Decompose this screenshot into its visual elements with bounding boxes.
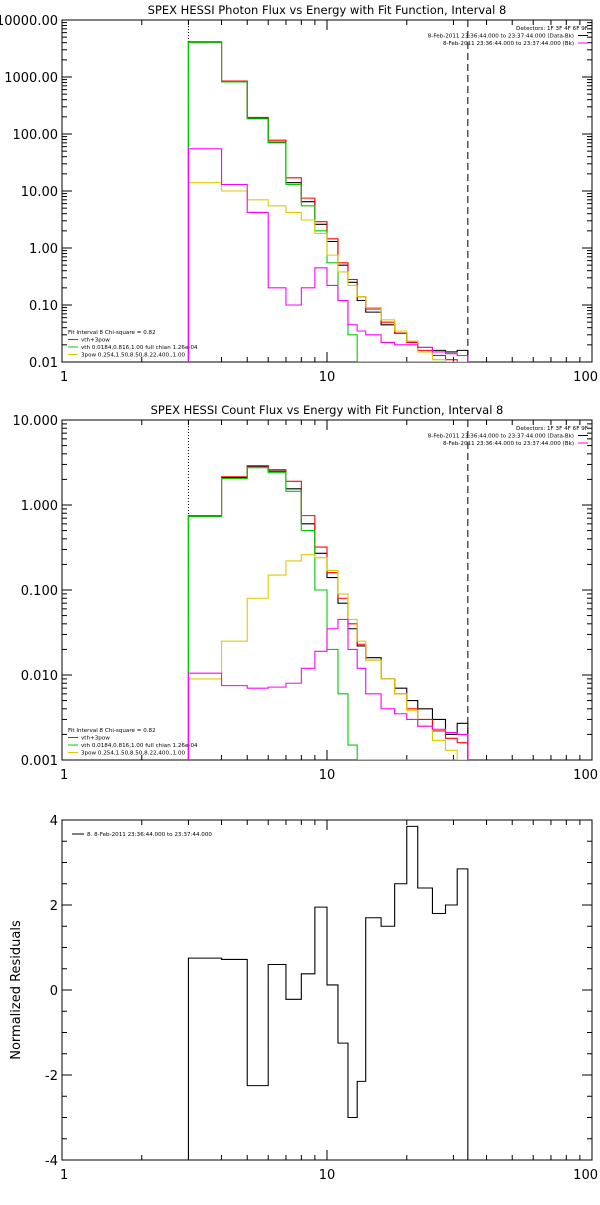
photon-y-tick-label: 0.01 (29, 356, 58, 371)
count-legend-top-right-label: Detectors: 1F 3F 4F 6F 9F (516, 426, 588, 432)
count-title: SPEX HESSI Count Flux vs Energy with Fit… (151, 403, 504, 417)
photon-y-tick-label: 10.00 (21, 185, 58, 200)
count-x-tick-label: 1 (60, 768, 68, 783)
photon-y-tick-label: 100.00 (13, 128, 59, 143)
photon-legend-top-right-label: 8-Feb-2011 23:36:44.000 to 23:37:44.000 … (443, 41, 574, 47)
residual-plot-frame (61, 819, 593, 1161)
count-series-group (187, 465, 469, 760)
residual-y-axis-label: Normalized Residuals (9, 920, 24, 1060)
photon-series-2 (187, 42, 468, 362)
count-series-1 (187, 465, 469, 760)
photon-x-tick-label: 10 (319, 370, 336, 385)
residual-x-tick-label: 100 (573, 1168, 598, 1183)
residual-x-tick-label: 10 (319, 1168, 336, 1183)
residual-y-tick-label: -4 (45, 1154, 58, 1169)
photon-y-tick-label: 1000.00 (4, 71, 58, 86)
photon-legend-bottom-left-label: vth 0.0184,0.816,1.00 full chian 1.26e-0… (81, 345, 198, 351)
count-x-tick-label: 100 (573, 768, 598, 783)
residual-y-tick-label: 4 (50, 814, 58, 829)
residual-y-tick-label: -2 (45, 1069, 58, 1084)
photon-series-3 (187, 182, 468, 362)
photon-legend-bottom-left-label: Fit Interval 8 Chi-square = 0.82 (68, 330, 156, 336)
count-series-0 (187, 465, 469, 760)
photon-legend-top-right-label: 8-Feb-2011 23:36:44.000 to 23:37:44.000 … (428, 34, 574, 40)
residual-series-group (187, 825, 469, 1160)
photon-series-1 (187, 41, 468, 362)
count-legend-bottom-left-label: vth+3pow (81, 736, 110, 742)
photon-y-tick-label: 1.00 (29, 242, 58, 257)
count-series-4 (187, 618, 469, 760)
count-y-tick-label: 1.000 (21, 499, 58, 514)
photon-y-tick-label: 0.10 (29, 299, 58, 314)
residual-y-tick-label: 2 (50, 899, 58, 914)
photon-title: SPEX HESSI Photon Flux vs Energy with Fi… (148, 3, 507, 17)
photon-plot-frame (61, 19, 593, 363)
count-legend-bottom-left-label: Fit Interval 8 Chi-square = 0.82 (68, 728, 156, 734)
residual-y-tick-label: 0 (50, 984, 58, 999)
count-y-tick-label: 0.010 (21, 669, 58, 684)
photon-series-group (187, 41, 469, 362)
photon-series-0 (187, 41, 469, 362)
count-series-2 (187, 467, 468, 760)
photon-legend-top-right-label: Detectors: 1F 3F 4F 6F 9F (516, 26, 588, 32)
count-x-tick-label: 10 (319, 768, 336, 783)
count-panel: SPEX HESSI Count Flux vs Energy with Fit… (13, 403, 599, 783)
residual-legend-top-left-label: 8. 8-Feb-2011 23:36:44.000 to 23:37:44.0… (87, 832, 212, 838)
photon-legend-bottom-left-label: vth+3pow (81, 338, 110, 344)
photon-legend-bottom-left-label: 3pow 0.254,1.50,8.50,8.22,400.,1.00 (81, 353, 186, 359)
count-y-tick-label: 0.100 (21, 584, 58, 599)
photon-panel: SPEX HESSI Photon Flux vs Energy with Fi… (0, 3, 598, 385)
photon-series-4 (187, 148, 469, 362)
photon-x-tick-label: 1 (60, 370, 68, 385)
photon-y-tick-label: 10000.00 (0, 14, 58, 29)
count-legend-top-right-label: 8-Feb-2011 23:36:44.000 to 23:37:44.000 … (428, 434, 574, 440)
count-y-tick-label: 0.001 (21, 754, 58, 769)
count-legend-bottom-left-label: vth 0.0184,0.816,1.00 full chian 1.26e-0… (81, 743, 198, 749)
count-legend-bottom-left-label: 3pow 0.254,1.50,8.50,8.22,400.,1.00 (81, 751, 186, 757)
photon-x-tick-label: 100 (573, 370, 598, 385)
residual-panel: 1 10 100 -4 -2 0 2 4 Normalized Residuals 8. 8-Fe… (9, 814, 598, 1183)
residual-x-tick-label: 1 (60, 1168, 68, 1183)
residual-series-0 (187, 825, 469, 1160)
count-y-tick-label: 10.000 (13, 414, 59, 429)
count-legend-top-right-label: 8-Feb-2011 23:36:44.000 to 23:37:44.000 … (443, 441, 574, 447)
count-series-3 (187, 554, 468, 760)
